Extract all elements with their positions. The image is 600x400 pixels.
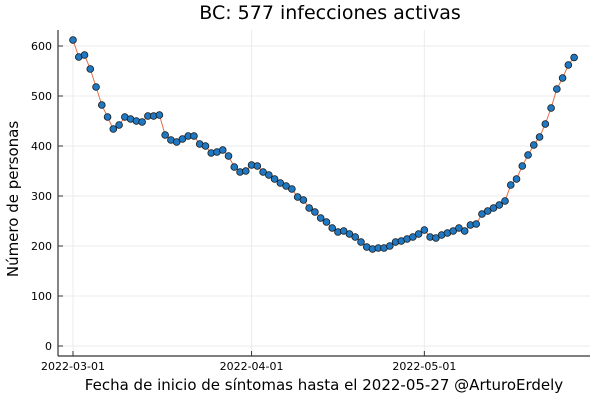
- data-point: [282, 182, 290, 190]
- data-point: [564, 61, 573, 69]
- data-point: [86, 65, 95, 73]
- data-point: [259, 168, 267, 176]
- data-point: [553, 85, 561, 93]
- data-point: [357, 238, 365, 246]
- tick-labels: 0 100 200 300 400 500 600 2022-03-01 2022-04-01 2…: [31, 40, 456, 373]
- data-point: [518, 162, 527, 170]
- data-point: [535, 133, 544, 141]
- data-point: [265, 171, 273, 179]
- data-point: [293, 193, 302, 201]
- grid-lines: [58, 30, 590, 356]
- data-point: [115, 121, 123, 129]
- data-point: [190, 132, 198, 140]
- data-point: [224, 152, 233, 160]
- y-tick-label: 300: [31, 190, 52, 203]
- data-point: [541, 120, 550, 128]
- data-point: [558, 74, 567, 82]
- data-point: [230, 163, 239, 171]
- data-point: [299, 196, 308, 204]
- data-point: [501, 197, 509, 205]
- data-point: [328, 224, 337, 232]
- data-point: [80, 51, 89, 59]
- data-point: [109, 125, 118, 133]
- data-point: [351, 233, 360, 241]
- data-point: [570, 53, 578, 62]
- data-point: [218, 146, 227, 154]
- x-tick-label: 2022-04-01: [220, 360, 284, 373]
- y-tick-label: 200: [31, 240, 52, 253]
- data-point: [98, 101, 106, 109]
- data-point: [432, 234, 440, 242]
- data-point: [409, 233, 417, 241]
- data-point: [305, 204, 313, 212]
- data-point: [253, 162, 262, 170]
- data-point: [449, 227, 457, 235]
- data-point: [345, 230, 354, 238]
- data-point: [69, 36, 77, 44]
- data-point: [547, 104, 555, 112]
- axes: [57, 30, 590, 357]
- data-point: [316, 214, 325, 222]
- data-point: [524, 151, 532, 159]
- data-point: [161, 131, 169, 139]
- y-tick-label: 600: [31, 40, 52, 53]
- data-point: [270, 175, 279, 183]
- data-point: [178, 135, 187, 143]
- data-point: [414, 230, 423, 238]
- data-point: [322, 218, 331, 226]
- y-tick-label: 0: [45, 340, 52, 353]
- data-point: [311, 208, 319, 216]
- data-point: [242, 167, 250, 175]
- data-markers: [69, 36, 578, 253]
- data-point: [155, 111, 164, 119]
- x-tick-label: 2022-03-01: [41, 360, 105, 373]
- data-point: [103, 113, 112, 121]
- x-axis-label: Fecha de inicio de síntomas hasta el 202…: [84, 376, 564, 394]
- data-point: [483, 207, 492, 215]
- data-point: [455, 224, 463, 232]
- x-tick-label: 2022-05-01: [392, 360, 456, 373]
- data-point: [201, 142, 210, 150]
- data-point: [460, 227, 469, 235]
- data-point: [495, 201, 504, 209]
- data-point: [512, 175, 521, 183]
- data-point: [506, 181, 515, 189]
- y-tick-label: 100: [31, 290, 52, 303]
- data-point: [172, 138, 181, 146]
- data-point: [420, 226, 429, 234]
- data-point: [472, 220, 481, 228]
- y-tick-label: 400: [31, 140, 52, 153]
- data-point: [489, 204, 498, 212]
- chart-title: BC: 577 infecciones activas: [199, 2, 461, 24]
- data-point: [92, 83, 100, 91]
- data-point: [529, 141, 538, 149]
- data-point: [276, 179, 285, 187]
- data-point: [339, 227, 348, 235]
- data-point: [385, 242, 394, 250]
- data-point: [478, 210, 486, 218]
- data-point: [138, 118, 146, 126]
- data-point: [288, 185, 296, 193]
- y-tick-label: 500: [31, 90, 52, 103]
